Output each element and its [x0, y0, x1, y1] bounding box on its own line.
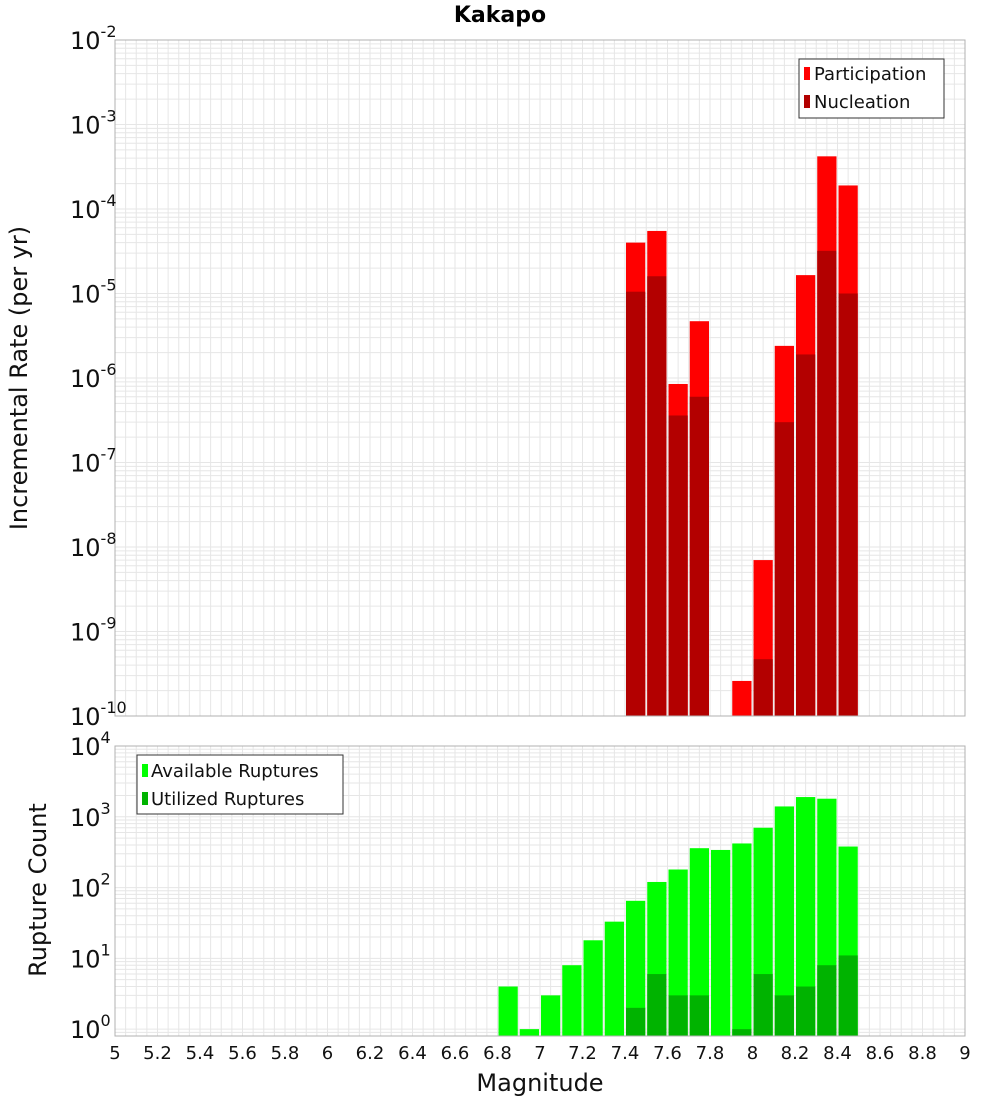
nucleation-bar: [689, 396, 709, 716]
legend-label-utilized: Utilized Ruptures: [151, 789, 304, 810]
top-gridlines: [114, 39, 966, 717]
x-tick-label: 8.4: [823, 1043, 852, 1064]
legend-swatch-available: [142, 764, 148, 777]
top-y-tick-label: 10-2: [70, 22, 117, 55]
chart-title: Kakapo: [454, 3, 546, 28]
bottom-legend-box: [136, 754, 344, 815]
utilized-ruptures-bar: [689, 995, 709, 1036]
utilized-ruptures-bar: [626, 1007, 646, 1036]
top-plot-participation-nucleation: 10-2 10-3 10-4 10-5 10-6 10-7 10-8 10-9 10-10 Par…: [70, 22, 966, 731]
top-y-tick-label: 10-4: [70, 191, 117, 224]
x-tick-label: 8.6: [866, 1043, 895, 1064]
legend-swatch-utilized: [142, 792, 148, 805]
available-ruptures-bar: [626, 900, 646, 1036]
bottom-plot-rupture-count: 104 103 102 101 100 Available Ruptures Utilize…: [70, 728, 971, 1064]
available-ruptures-bar: [498, 986, 518, 1036]
legend-label-nucleation: Nucleation: [814, 92, 910, 113]
x-tick-label: 8.8: [908, 1043, 937, 1064]
nucleation-bar: [647, 276, 667, 716]
nucleation-bar: [753, 659, 773, 716]
bottom-y-tick-label: 100: [70, 1011, 111, 1044]
available-ruptures-bar: [732, 843, 752, 1036]
utilized-ruptures-bar: [796, 986, 816, 1036]
available-ruptures-bar: [689, 848, 709, 1036]
available-ruptures-bar: [519, 1029, 539, 1036]
nucleation-bar: [774, 422, 794, 716]
bottom-y-axis-label: Rupture Count: [24, 803, 52, 977]
x-tick-label: 7.8: [696, 1043, 725, 1064]
available-ruptures-bar: [668, 869, 688, 1036]
x-tick-label: 8.2: [781, 1043, 810, 1064]
available-ruptures-bar: [711, 849, 731, 1036]
utilized-ruptures-bar: [838, 955, 858, 1036]
top-y-tick-label: 10-8: [70, 529, 117, 562]
x-axis-label: Magnitude: [476, 1069, 603, 1097]
utilized-ruptures-bar: [668, 995, 688, 1036]
top-legend-box: [798, 58, 945, 119]
utilized-ruptures-bar: [647, 974, 667, 1036]
legend-swatch-participation: [804, 67, 810, 80]
top-plot-frame: [114, 39, 966, 717]
top-y-tick-label: 10-7: [70, 445, 117, 478]
x-tick-label: 7.2: [568, 1043, 597, 1064]
bottom-y-tick-label: 101: [70, 940, 111, 973]
x-tick-label: 7: [534, 1043, 545, 1064]
x-tick-label: 6.6: [441, 1043, 470, 1064]
x-tick-label: 7.4: [611, 1043, 640, 1064]
utilized-ruptures-bar: [774, 995, 794, 1036]
top-y-tick-label: 10-5: [70, 276, 117, 309]
bottom-plot-frame: [114, 745, 966, 1037]
top-y-tick-label: 10-6: [70, 360, 117, 393]
utilized-ruptures-bar: [753, 974, 773, 1036]
x-tick-label: 5.6: [228, 1043, 257, 1064]
legend-label-available: Available Ruptures: [151, 761, 319, 782]
bottom-y-tick-label: 102: [70, 870, 111, 903]
available-ruptures-bar: [562, 965, 582, 1036]
x-tick-label: 5.8: [271, 1043, 300, 1064]
nucleation-bar: [817, 250, 837, 716]
x-tick-label: 5.2: [143, 1043, 172, 1064]
available-ruptures-bar: [796, 797, 816, 1036]
nucleation-bar: [796, 354, 816, 716]
top-legend: Participation Nucleation: [798, 58, 945, 119]
x-tick-label: 6.2: [356, 1043, 385, 1064]
participation-bar: [732, 680, 752, 716]
legend-swatch-nucleation: [804, 95, 810, 108]
top-y-axis-label: Incremental Rate (per yr): [5, 226, 33, 530]
available-ruptures-bar: [604, 921, 624, 1036]
available-ruptures-bar: [774, 806, 794, 1036]
x-tick-label: 6.8: [483, 1043, 512, 1064]
available-ruptures-bar: [583, 940, 603, 1036]
nucleation-bar: [838, 293, 858, 716]
x-tick-label: 6.4: [398, 1043, 427, 1064]
nucleation-bar: [668, 415, 688, 716]
top-y-tick-label: 10-9: [70, 614, 117, 647]
nucleation-bar: [626, 291, 646, 716]
x-tick-label: 5: [109, 1043, 120, 1064]
utilized-ruptures-bar: [732, 1029, 752, 1036]
utilized-ruptures-bar: [817, 965, 837, 1036]
x-tick-label: 7.6: [653, 1043, 682, 1064]
top-y-tick-label: 10-10: [70, 698, 127, 731]
x-tick-label: 5.4: [186, 1043, 215, 1064]
x-axis-ticks: 5 5.2 5.4 5.6 5.8 6 6.2 6.4 6.6 6.8 7 7.2 7.4 7.6 7.8 8…: [109, 1043, 970, 1064]
x-tick-label: 9: [959, 1043, 970, 1064]
x-tick-label: 8: [747, 1043, 758, 1064]
legend-label-participation: Participation: [814, 64, 926, 85]
top-y-tick-label: 10-3: [70, 107, 117, 140]
bottom-legend: Available Ruptures Utilized Ruptures: [136, 754, 344, 815]
bottom-y-tick-label: 104: [70, 728, 111, 761]
bottom-y-tick-label: 103: [70, 799, 111, 832]
x-tick-label: 6: [322, 1043, 333, 1064]
available-ruptures-bar: [541, 995, 561, 1036]
